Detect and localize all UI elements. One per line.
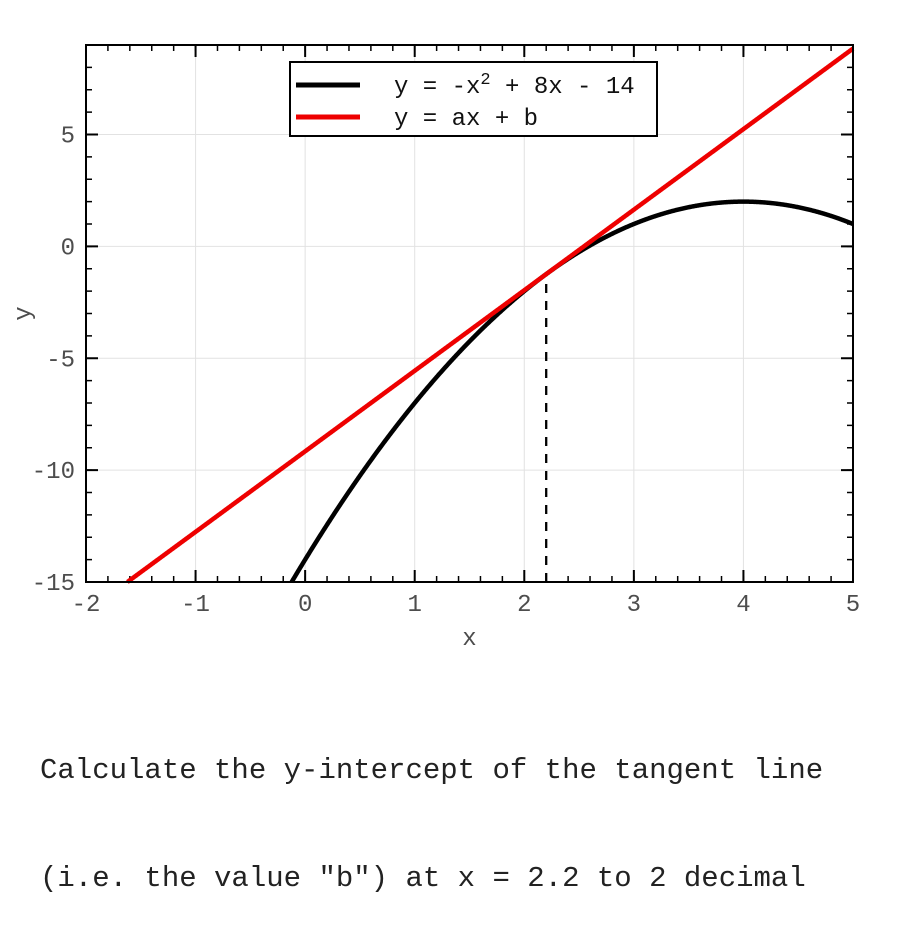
parabola-curve <box>289 199 854 584</box>
x-tick-label: 4 <box>736 592 750 619</box>
chart: -2 -1 0 1 2 3 4 5 -15 -10 -5 0 5 x y y = -x2 + 8x - 14 y… <box>11 44 860 654</box>
y-tick-label: -10 <box>32 459 75 486</box>
y-tick-label: -5 <box>46 347 75 374</box>
y-tick-label: 5 <box>61 124 75 151</box>
legend-label-parabola: y = -x2 + 8x - 14 <box>394 71 635 101</box>
legend-label-tangent-line: y = ax + b <box>394 106 538 133</box>
question-line: Calculate the y-intercept of the tangent… <box>40 754 824 787</box>
y-axis-label: y <box>11 306 38 320</box>
question-text: Calculate the y-intercept of the tangent… <box>40 681 860 930</box>
x-tick-label: 5 <box>846 592 860 619</box>
plot-border <box>85 44 854 583</box>
x-tick-label: 0 <box>298 592 312 619</box>
legend: y = -x2 + 8x - 14 y = ax + b <box>289 61 658 137</box>
x-tick-label: -1 <box>181 592 210 619</box>
x-tick-label: -2 <box>72 592 101 619</box>
x-tick-label: 3 <box>627 592 641 619</box>
y-tick-label: -15 <box>32 571 75 598</box>
x-axis-label: x <box>462 626 476 653</box>
series <box>126 46 855 584</box>
question-line: (i.e. the value "b") at x = 2.2 to 2 dec… <box>40 862 806 895</box>
x-tick-label: 2 <box>517 592 531 619</box>
legend-box <box>289 61 658 137</box>
tangent-line-curve <box>126 46 855 584</box>
x-tick-label: 1 <box>408 592 422 619</box>
y-tick-label: 0 <box>61 235 75 262</box>
